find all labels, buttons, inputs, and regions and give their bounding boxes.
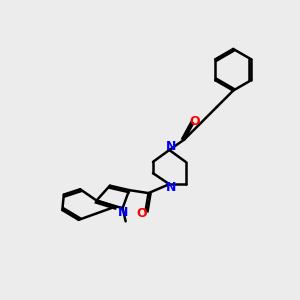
Text: O: O bbox=[189, 115, 200, 128]
Text: N: N bbox=[166, 140, 176, 153]
Text: N: N bbox=[166, 181, 176, 194]
Text: O: O bbox=[137, 207, 147, 220]
Text: N: N bbox=[118, 206, 128, 219]
